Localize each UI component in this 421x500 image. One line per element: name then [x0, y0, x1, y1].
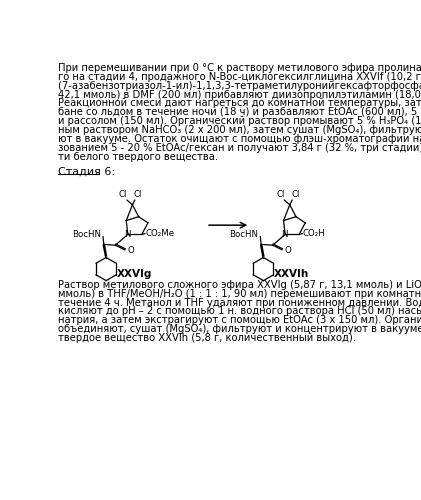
Text: Реакционной смеси дают нагреться до комнатной температуры, затем выдерживают на: Реакционной смеси дают нагреться до комн…: [58, 98, 421, 108]
Text: Раствор метилового сложного эфира XXVIg (5,87 г, 13,1 ммоль) и LiOH (1,65 г, 39,: Раствор метилового сложного эфира XXVIg …: [58, 280, 421, 290]
Text: При перемешивании при 0 °С к раствору метилового эфира пролина XXVIe, полученно-: При перемешивании при 0 °С к раствору ме…: [58, 63, 421, 73]
Text: и рассолом (150 мл). Органический раствор промывают 5 % H₃PO₄ (150 мл), насыщен-: и рассолом (150 мл). Органический раство…: [58, 116, 421, 126]
Text: N: N: [124, 230, 130, 239]
Text: объединяют, сушат (MgSO₄), фильтруют и концентрируют в вакууме, получая белое: объединяют, сушат (MgSO₄), фильтруют и к…: [58, 324, 421, 334]
Text: BocHN: BocHN: [229, 230, 258, 239]
Text: Cl: Cl: [119, 190, 127, 198]
Text: O: O: [127, 246, 134, 255]
Text: Cl: Cl: [134, 190, 142, 198]
Text: твердое вещество XXVIh (5,8 г, количественный выход).: твердое вещество XXVIh (5,8 г, количеств…: [58, 333, 356, 343]
Text: ют в вакууме. Остаток очищают с помощью флэш-хроматографии на колонке с исполь-: ют в вакууме. Остаток очищают с помощью …: [58, 134, 421, 144]
Text: 42,1 ммоль) в DMF (200 мл) прибавляют диизопропилэтиламин (18,0 мл, 104 ммоль).: 42,1 ммоль) в DMF (200 мл) прибавляют ди…: [58, 90, 421, 100]
Text: натрия, а затем экстрагируют с помощью EtOAc (3 х 150 мл). Органические растворы: натрия, а затем экстрагируют с помощью E…: [58, 316, 421, 326]
Text: бане со льдом в течение ночи (18 ч) и разбавляют EtOAc (600 мл), 5 % H₃PO₄ (150 : бане со льдом в течение ночи (18 ч) и ра…: [58, 108, 421, 118]
Text: Стадия 6:: Стадия 6:: [58, 166, 115, 176]
Text: кисляют до pH – 2 с помощью 1 н. водного раствора HCl (50 мл) насыщают хлоридом: кисляют до pH – 2 с помощью 1 н. водного…: [58, 306, 421, 316]
Text: CO₂H: CO₂H: [303, 229, 326, 238]
Text: O: O: [284, 246, 291, 255]
Text: (7-азабензотриазол-1-ил)-1,1,3,3-тетраметилуронийгексафторфосфата] (HATU) (16,0 : (7-азабензотриазол-1-ил)-1,1,3,3-тетраме…: [58, 81, 421, 91]
Text: ммоль) в THF/MeOH/H₂O (1 : 1 : 1, 90 мл) перемешивают при комнатной температуре : ммоль) в THF/MeOH/H₂O (1 : 1 : 1, 90 мл)…: [58, 288, 421, 298]
Text: CO₂Me: CO₂Me: [146, 229, 175, 238]
Text: Cl: Cl: [276, 190, 285, 198]
Text: XXVIh: XXVIh: [274, 269, 309, 279]
Text: течение 4 ч. Метанол и THF удаляют при пониженном давлении. Водный раствор под-: течение 4 ч. Метанол и THF удаляют при п…: [58, 298, 421, 308]
Text: зованием 5 - 20 % EtOAc/гексан и получают 3,84 г (32 %, три стадии) XXVIg в виде: зованием 5 - 20 % EtOAc/гексан и получаю…: [58, 143, 421, 153]
Text: го на стадии 4, продажного N-Boc-циклогексилглицина XXVIf (10,2 г, 40,0 ммоль) и: го на стадии 4, продажного N-Boc-циклоге…: [58, 72, 421, 82]
Text: N: N: [281, 230, 288, 239]
Text: BocHN: BocHN: [72, 230, 101, 239]
Text: ти белого твердого вещества.: ти белого твердого вещества.: [58, 152, 218, 162]
Text: XXVIg: XXVIg: [116, 269, 152, 279]
Text: ным раствором NaHCO₃ (2 х 200 мл), затем сушат (MgSO₄), фильтруют и концентриру-: ным раствором NaHCO₃ (2 х 200 мл), затем…: [58, 125, 421, 135]
Text: Cl: Cl: [291, 190, 299, 198]
